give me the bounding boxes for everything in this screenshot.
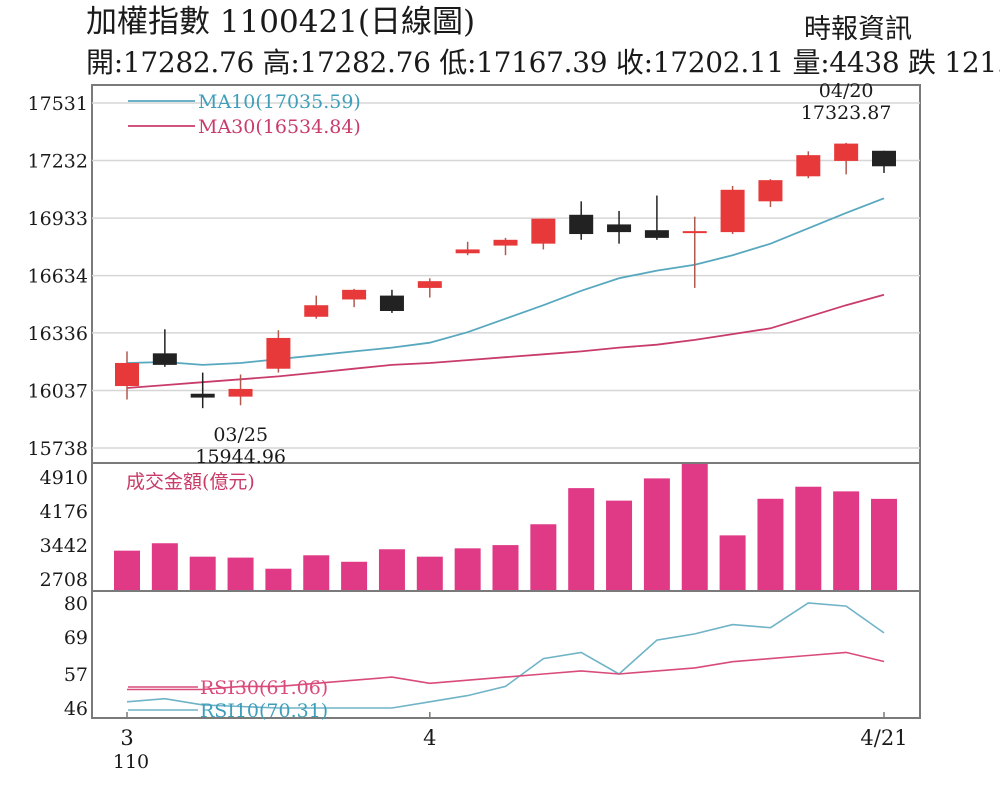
volume-bar	[568, 488, 595, 590]
rsi-y-tick-label: 80	[64, 593, 88, 615]
volume-bar	[114, 550, 140, 590]
candle-body	[152, 353, 177, 365]
ma10-legend-label: MA10(17035.59)	[198, 91, 361, 113]
volume-bar	[303, 555, 330, 590]
volume-bar	[795, 486, 822, 590]
rsi-y-tick-label: 57	[64, 664, 88, 686]
rsi10-line	[126, 602, 885, 709]
candle-body	[379, 295, 404, 312]
candle-body	[607, 224, 632, 233]
volume-bar	[492, 545, 519, 590]
rsi-y-tick-label: 46	[64, 698, 88, 720]
candle-body	[644, 230, 669, 238]
volume-y-tick-label: 4176	[40, 501, 88, 523]
volume-bar	[681, 464, 708, 590]
candle-body	[531, 218, 556, 244]
annotation-date: 04/20	[819, 80, 874, 102]
candle-body	[569, 214, 594, 235]
volume-bar	[416, 556, 443, 590]
rsi-y-tick-label: 69	[64, 627, 88, 649]
volume-bar	[454, 548, 481, 590]
candle-body	[872, 150, 896, 167]
candle-body	[190, 393, 215, 398]
y-tick-label: 16933	[28, 208, 88, 230]
volume-bar	[833, 491, 860, 590]
rsi30-legend-label: RSI30(61.06)	[200, 677, 328, 699]
x-tick-label: 4/21	[860, 726, 907, 750]
volume-bar	[378, 549, 405, 590]
volume-bar	[757, 498, 784, 590]
annotation-value: 15944.96	[195, 446, 286, 468]
volume-bar	[719, 535, 746, 590]
x-tick-label: 3	[120, 726, 133, 750]
candle-body	[266, 337, 291, 369]
y-tick-label: 16634	[28, 266, 88, 288]
volume-bar	[227, 557, 254, 590]
volume-y-tick-label: 3442	[40, 535, 88, 557]
chart-title: 加權指數 1100421(日線圖)	[86, 4, 476, 40]
candle-body	[342, 289, 367, 300]
volume-y-tick-label: 4910	[40, 467, 88, 489]
y-tick-label: 17531	[28, 93, 88, 115]
annotation-value: 17323.87	[801, 102, 892, 124]
volume-bar	[606, 500, 633, 590]
ma10-line	[126, 197, 885, 366]
annotation-date: 03/25	[213, 424, 268, 446]
volume-bar	[530, 524, 557, 590]
volume-bar	[643, 478, 670, 590]
ma30-line	[126, 293, 885, 389]
candle-body	[834, 143, 859, 161]
candle-body	[796, 155, 821, 177]
rsi10-legend-label: RSI10(70.31)	[200, 700, 328, 722]
volume-bar	[341, 561, 368, 590]
volume-bar	[265, 568, 292, 590]
ohlc-stats: 開:17282.76 高:17282.76 低:17167.39 收:17202…	[86, 46, 1000, 79]
x-tick-label: 4	[423, 726, 436, 750]
y-tick-label: 16336	[28, 323, 88, 345]
volume-panel-title: 成交金額(億元)	[126, 471, 255, 493]
source-label: 時報資訊	[804, 14, 912, 45]
x-tick-sublabel: 110	[113, 751, 149, 773]
y-tick-label: 15738	[28, 438, 88, 460]
rsi30-line	[127, 651, 885, 691]
plot-frame	[91, 84, 921, 719]
candle-body	[228, 388, 253, 397]
ma30-legend-label: MA30(16534.84)	[198, 116, 361, 138]
candle-body	[493, 239, 518, 246]
candle-body	[455, 249, 480, 254]
volume-bar	[151, 543, 178, 590]
candle-body	[417, 281, 442, 288]
volume-y-tick-label: 2708	[40, 569, 88, 591]
volume-bar	[189, 556, 216, 590]
volume-bar	[871, 498, 897, 590]
candle-body	[115, 362, 139, 387]
candle-body	[720, 189, 745, 233]
y-tick-label: 16037	[28, 380, 88, 402]
candle-body	[758, 180, 783, 202]
candle-body	[304, 305, 329, 317]
y-tick-label: 17232	[28, 151, 88, 173]
